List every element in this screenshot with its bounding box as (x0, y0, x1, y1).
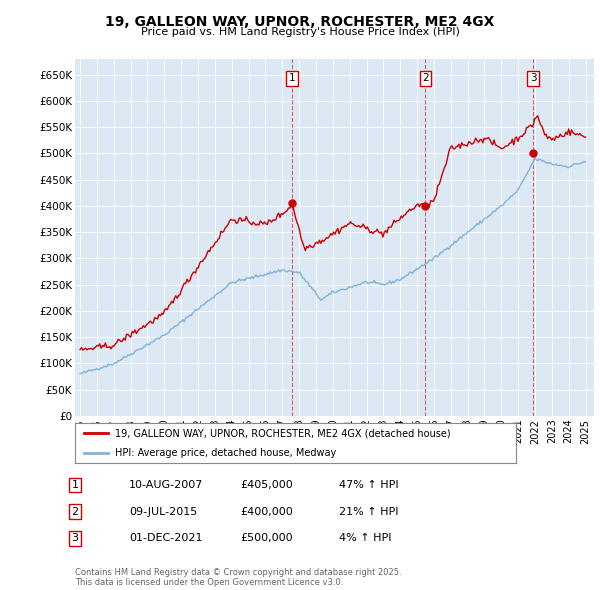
Text: 2: 2 (71, 507, 79, 516)
Text: 1: 1 (71, 480, 79, 490)
Text: 2: 2 (422, 73, 429, 83)
Text: 19, GALLEON WAY, UPNOR, ROCHESTER, ME2 4GX (detached house): 19, GALLEON WAY, UPNOR, ROCHESTER, ME2 4… (115, 428, 451, 438)
Text: 19, GALLEON WAY, UPNOR, ROCHESTER, ME2 4GX: 19, GALLEON WAY, UPNOR, ROCHESTER, ME2 4… (106, 15, 494, 29)
Text: 21% ↑ HPI: 21% ↑ HPI (339, 507, 398, 516)
Text: 3: 3 (71, 533, 79, 543)
Text: 3: 3 (530, 73, 536, 83)
Text: 1: 1 (289, 73, 296, 83)
Text: 47% ↑ HPI: 47% ↑ HPI (339, 480, 398, 490)
Text: £405,000: £405,000 (240, 480, 293, 490)
Text: 01-DEC-2021: 01-DEC-2021 (129, 533, 203, 543)
Text: £400,000: £400,000 (240, 507, 293, 516)
Text: 10-AUG-2007: 10-AUG-2007 (129, 480, 203, 490)
Text: £500,000: £500,000 (240, 533, 293, 543)
Text: 09-JUL-2015: 09-JUL-2015 (129, 507, 197, 516)
Text: HPI: Average price, detached house, Medway: HPI: Average price, detached house, Medw… (115, 448, 336, 458)
Text: Price paid vs. HM Land Registry's House Price Index (HPI): Price paid vs. HM Land Registry's House … (140, 27, 460, 37)
Text: 4% ↑ HPI: 4% ↑ HPI (339, 533, 391, 543)
Text: Contains HM Land Registry data © Crown copyright and database right 2025.
This d: Contains HM Land Registry data © Crown c… (75, 568, 401, 587)
